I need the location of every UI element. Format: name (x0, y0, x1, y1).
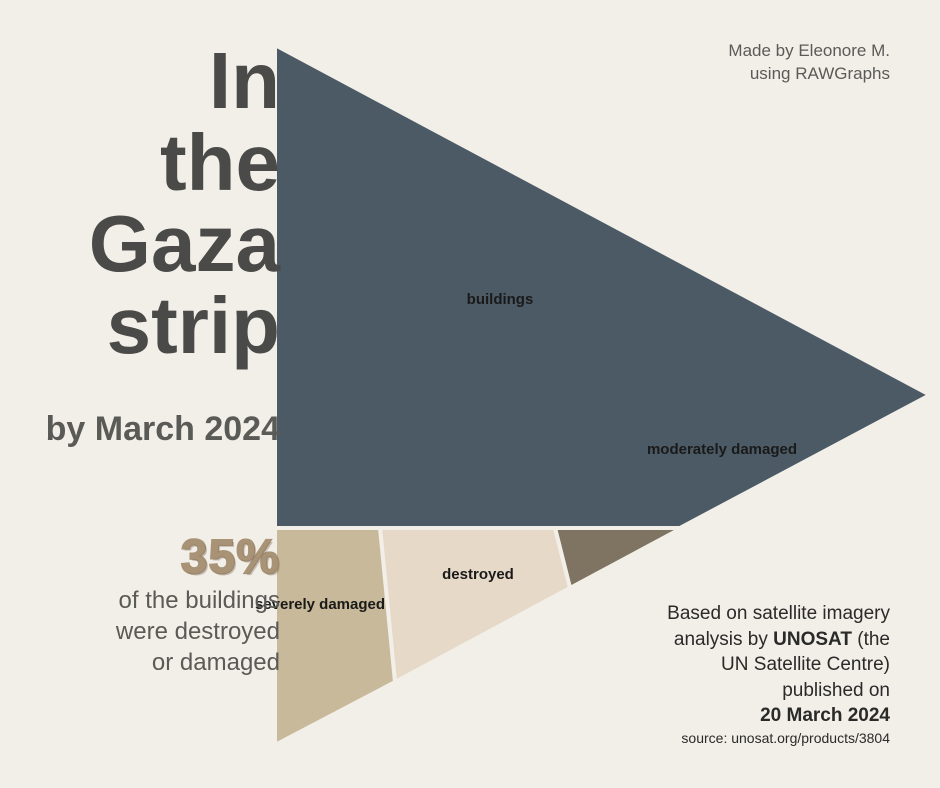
stat-caption-line: of the buildings (30, 585, 280, 616)
segment-severely-damaged (275, 528, 395, 745)
headline-line: Gaza (30, 203, 280, 285)
stat-percentage: 35% (30, 530, 280, 585)
sub-headline: by March 2024 (30, 410, 280, 449)
segment-buildings (275, 45, 930, 528)
segment-destroyed (380, 528, 570, 682)
credit: Made by Eleonore M. using RAWGraphs (728, 40, 890, 86)
stat-caption-line: were destroyed (30, 616, 280, 647)
source-block: Based on satellite imagery analysis by U… (660, 601, 890, 748)
source-date: 20 March 2024 (760, 705, 890, 726)
stat-caption-line: or damaged (30, 647, 280, 678)
headline: In the Gaza strip (30, 40, 280, 366)
headline-line: the (30, 122, 280, 204)
headline-line: strip (30, 285, 280, 367)
source-url: source: unosat.org/products/3804 (660, 729, 890, 748)
stat-caption: of the buildings were destroyed or damag… (30, 585, 280, 679)
segment-label-moderately-damaged: moderately damaged (647, 441, 797, 458)
credit-line: using RAWGraphs (728, 63, 890, 86)
segment-label-buildings: buildings (467, 291, 534, 308)
source-org: UNOSAT (773, 629, 852, 650)
credit-line: Made by Eleonore M. (728, 40, 890, 63)
headline-line: In (30, 40, 280, 122)
infographic-canvas: buildingsmoderately damageddestroyedseve… (0, 0, 940, 788)
segment-label-destroyed: destroyed (442, 566, 514, 583)
stat-block: 35% of the buildings were destroyed or d… (30, 530, 280, 679)
